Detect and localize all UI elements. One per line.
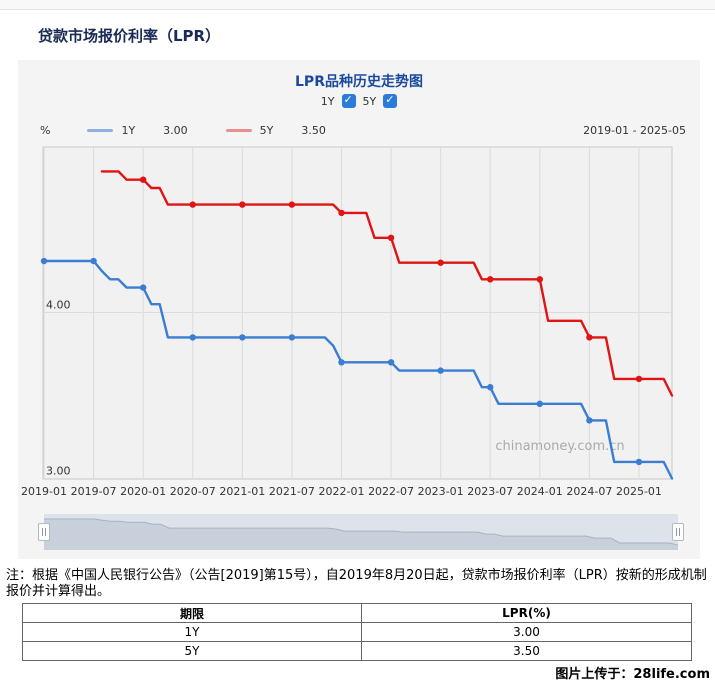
y-axis-tick-label: 3.00 xyxy=(46,465,71,478)
legend-item-5y[interactable]: 5Y 3.50 xyxy=(225,124,326,137)
data-point-5y xyxy=(288,201,296,208)
legend-swatch-1y xyxy=(87,129,114,132)
legend-item-1y[interactable]: 1Y 3.00 xyxy=(87,124,188,137)
x-axis-tick-label: 2022-07 xyxy=(368,485,414,498)
data-point-5y xyxy=(487,276,494,283)
footnote: 注：根据《中国人民银行公告》（公告[2019]第15号），自2019年8月20日… xyxy=(6,568,707,599)
x-axis-tick-label: 2023-01 xyxy=(418,485,464,498)
x-axis-tick-label: 2024-07 xyxy=(566,485,612,498)
legend-value-5y: 3.50 xyxy=(301,124,326,137)
checkbox-1y-checked[interactable] xyxy=(341,93,356,108)
slider-mini-chart xyxy=(44,518,679,550)
data-point-1y xyxy=(586,417,593,424)
legend-value-1y: 3.00 xyxy=(163,124,188,137)
series-line-5y xyxy=(100,170,674,397)
lpr-rate-table: 期限 LPR(%) 1Y 3.00 5Y 3.50 xyxy=(22,603,692,661)
data-point-1y xyxy=(437,367,444,374)
legend-swatch-5y xyxy=(225,129,252,132)
checkbox-label-5y: 5Y xyxy=(362,94,377,108)
data-point-1y xyxy=(239,334,246,341)
table-row: 1Y 3.00 xyxy=(22,622,692,642)
x-axis-tick-label: 2022-01 xyxy=(318,485,364,498)
watermark: chinamoney.com.cn xyxy=(495,439,624,454)
data-point-5y xyxy=(139,176,147,183)
table-cell: 3.00 xyxy=(361,622,692,642)
legend-label-1y: 1Y xyxy=(121,124,136,137)
data-point-1y xyxy=(536,400,543,407)
data-point-1y xyxy=(189,334,196,341)
table-cell: 5Y xyxy=(22,641,362,661)
x-axis-tick-label: 2019-07 xyxy=(71,485,117,498)
data-point-1y xyxy=(288,334,296,341)
data-point-1y xyxy=(139,284,147,291)
table-header-cell: 期限 xyxy=(22,603,362,623)
data-point-5y xyxy=(189,201,196,208)
data-point-5y xyxy=(387,234,395,241)
page-top-border xyxy=(0,0,715,10)
x-axis-tick-label: 2021-07 xyxy=(269,485,315,498)
y-axis-unit-label: % xyxy=(40,124,51,137)
x-axis-tick-label: 2019-01 xyxy=(21,485,67,498)
data-point-1y xyxy=(40,257,48,265)
y-axis-tick-label: 4.00 xyxy=(46,299,71,312)
data-point-5y xyxy=(239,201,246,208)
slider-left-handle[interactable] xyxy=(38,523,50,541)
slider-area xyxy=(44,519,678,550)
slider-outline xyxy=(44,518,679,546)
x-axis-tick-label: 2023-07 xyxy=(467,485,513,498)
data-point-1y xyxy=(338,359,345,366)
legend-row: % 1Y 3.00 5Y 3.50 2019-01 - 2025-05 xyxy=(18,124,700,137)
data-point-5y xyxy=(536,276,543,283)
data-point-5y xyxy=(635,375,643,383)
data-point-1y xyxy=(387,359,395,366)
series-toggle-row: 1Y 5Y xyxy=(18,93,700,108)
table-row: 5Y 3.50 xyxy=(22,641,692,661)
table-cell: 3.50 xyxy=(361,641,692,661)
data-point-5y xyxy=(338,209,345,217)
data-point-5y xyxy=(586,334,593,341)
image-credit: 图片上传于：28life.com xyxy=(555,667,710,682)
x-axis-tick-label: 2025-01 xyxy=(616,485,662,498)
date-range-label: 2019-01 - 2025-05 xyxy=(583,124,686,137)
chart-title: LPR品种历史走势图 xyxy=(295,74,423,90)
data-point-1y xyxy=(487,384,494,391)
data-point-1y xyxy=(90,257,97,265)
table-cell: 1Y xyxy=(22,622,362,642)
table-header-row: 期限 LPR(%) xyxy=(22,603,692,623)
data-zoom-slider[interactable] xyxy=(38,514,684,550)
data-point-5y xyxy=(437,259,444,266)
lpr-trend-chart[interactable]: 2019-01 2019-07 2020-01 2020-07 2021-01 2021-… xyxy=(18,60,700,510)
x-axis-tick-label: 2021-01 xyxy=(219,485,265,498)
x-axis-tick-label: 2024-01 xyxy=(517,485,563,498)
slider-right-handle[interactable] xyxy=(672,523,684,541)
data-point-1y xyxy=(635,458,643,466)
checkbox-label-1y: 1Y xyxy=(320,94,335,108)
x-axis-tick-label: 2020-07 xyxy=(170,485,216,498)
series-line-1y xyxy=(42,259,674,480)
lpr-chart-panel: LPR品种历史走势图 1Y 5Y % 1Y 3.00 5Y 3.50 2019-… xyxy=(18,60,700,559)
table-header-cell: LPR(%) xyxy=(361,603,692,623)
checkbox-5y-checked[interactable] xyxy=(383,93,398,108)
x-axis-tick-label: 2020-01 xyxy=(120,485,166,498)
page-title: 贷款市场报价利率（LPR） xyxy=(38,27,221,45)
legend-label-5y: 5Y xyxy=(259,124,274,137)
